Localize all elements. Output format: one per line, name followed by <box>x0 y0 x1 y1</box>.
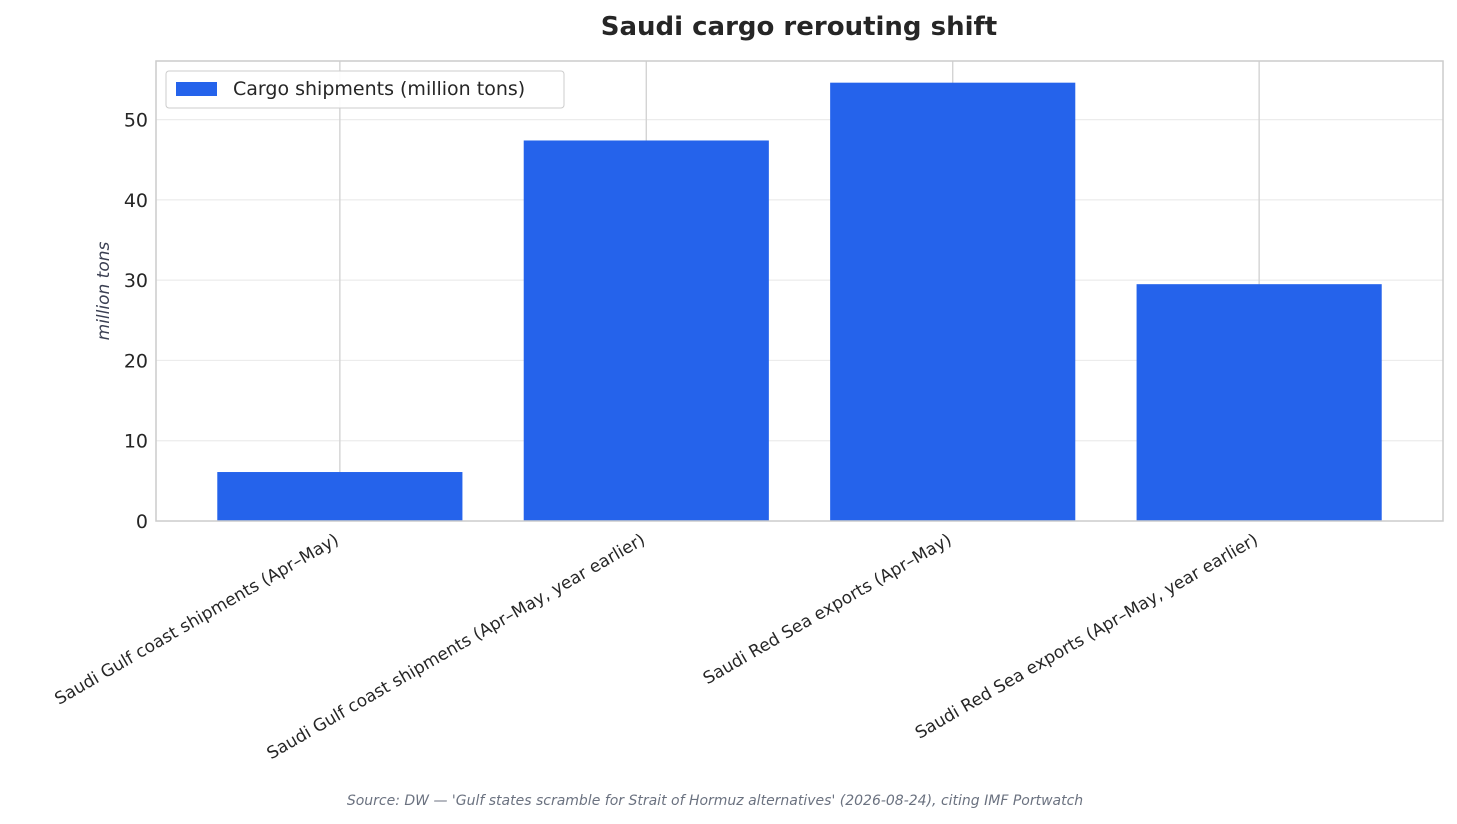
y-tick-label: 40 <box>124 190 148 212</box>
chart-title: Saudi cargo rerouting shift <box>601 12 997 42</box>
legend-box <box>165 70 565 109</box>
x-tick-label: Saudi Red Sea exports (Apr–May, year ear… <box>912 530 1262 743</box>
source-note: Source: DW — 'Gulf states scramble for S… <box>347 793 1083 809</box>
y-axis-label: million tons <box>94 241 114 340</box>
legend-swatch <box>176 82 217 96</box>
y-tick-label: 0 <box>136 511 148 533</box>
x-tick-label: Saudi Red Sea exports (Apr–May) <box>700 530 955 689</box>
y-axis-ticks: 0 10 20 30 40 50 <box>124 110 148 533</box>
x-tick-label: Saudi Gulf coast shipments (Apr–May, yea… <box>264 530 649 764</box>
bar <box>1136 284 1382 521</box>
y-tick-label: 30 <box>124 270 148 292</box>
y-tick-label: 20 <box>124 350 148 372</box>
bar <box>523 140 769 521</box>
legend: Cargo shipments (million tons) <box>165 70 565 109</box>
bar <box>830 82 1076 522</box>
x-axis-ticks: Saudi Gulf coast shipments (Apr–May)Saud… <box>52 530 1262 764</box>
bars <box>217 82 1382 522</box>
y-tick-label: 10 <box>124 431 148 453</box>
plot-frame <box>155 60 1444 522</box>
legend-label: Cargo shipments (million tons) <box>233 78 525 100</box>
x-tick-label: Saudi Gulf coast shipments (Apr–May) <box>52 530 343 709</box>
y-tick-label: 50 <box>124 110 148 132</box>
bar <box>217 472 463 521</box>
